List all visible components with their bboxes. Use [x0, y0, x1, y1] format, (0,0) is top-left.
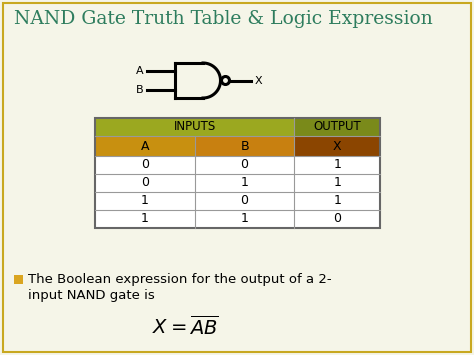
Text: 1: 1: [241, 213, 248, 225]
Text: The Boolean expression for the output of a 2-: The Boolean expression for the output of…: [28, 273, 332, 286]
Bar: [195, 156, 294, 174]
Bar: [195, 192, 294, 210]
Text: 0: 0: [333, 213, 341, 225]
Text: A: A: [137, 66, 144, 76]
Text: B: B: [240, 140, 249, 153]
Bar: [294, 156, 380, 174]
Text: X: X: [255, 76, 262, 86]
Text: X: X: [333, 140, 342, 153]
Text: 0: 0: [141, 176, 149, 190]
Text: INPUTS: INPUTS: [173, 120, 216, 133]
Text: $\mathit{X}=\overline{AB}$: $\mathit{X}=\overline{AB}$: [152, 315, 219, 339]
Text: 1: 1: [333, 158, 341, 171]
Bar: [95, 118, 294, 136]
Bar: [294, 118, 380, 136]
Text: input NAND gate is: input NAND gate is: [28, 289, 155, 302]
Bar: [95, 174, 195, 192]
Text: 1: 1: [333, 176, 341, 190]
Bar: [95, 136, 195, 156]
Bar: [14, 275, 23, 284]
Text: 0: 0: [241, 158, 249, 171]
Bar: [195, 136, 294, 156]
Text: 1: 1: [333, 195, 341, 208]
Bar: [294, 174, 380, 192]
Bar: [95, 118, 380, 228]
Text: 1: 1: [141, 213, 149, 225]
Text: 1: 1: [141, 195, 149, 208]
Bar: [195, 210, 294, 228]
Text: 0: 0: [141, 158, 149, 171]
Text: 0: 0: [241, 195, 249, 208]
Bar: [195, 174, 294, 192]
Text: A: A: [141, 140, 149, 153]
Bar: [294, 210, 380, 228]
Text: NAND Gate Truth Table & Logic Expression: NAND Gate Truth Table & Logic Expression: [14, 10, 433, 28]
Bar: [294, 136, 380, 156]
Text: 1: 1: [241, 176, 248, 190]
Text: B: B: [137, 85, 144, 95]
Text: OUTPUT: OUTPUT: [313, 120, 361, 133]
Bar: [95, 156, 195, 174]
Bar: [294, 192, 380, 210]
Bar: [95, 192, 195, 210]
Bar: [95, 210, 195, 228]
